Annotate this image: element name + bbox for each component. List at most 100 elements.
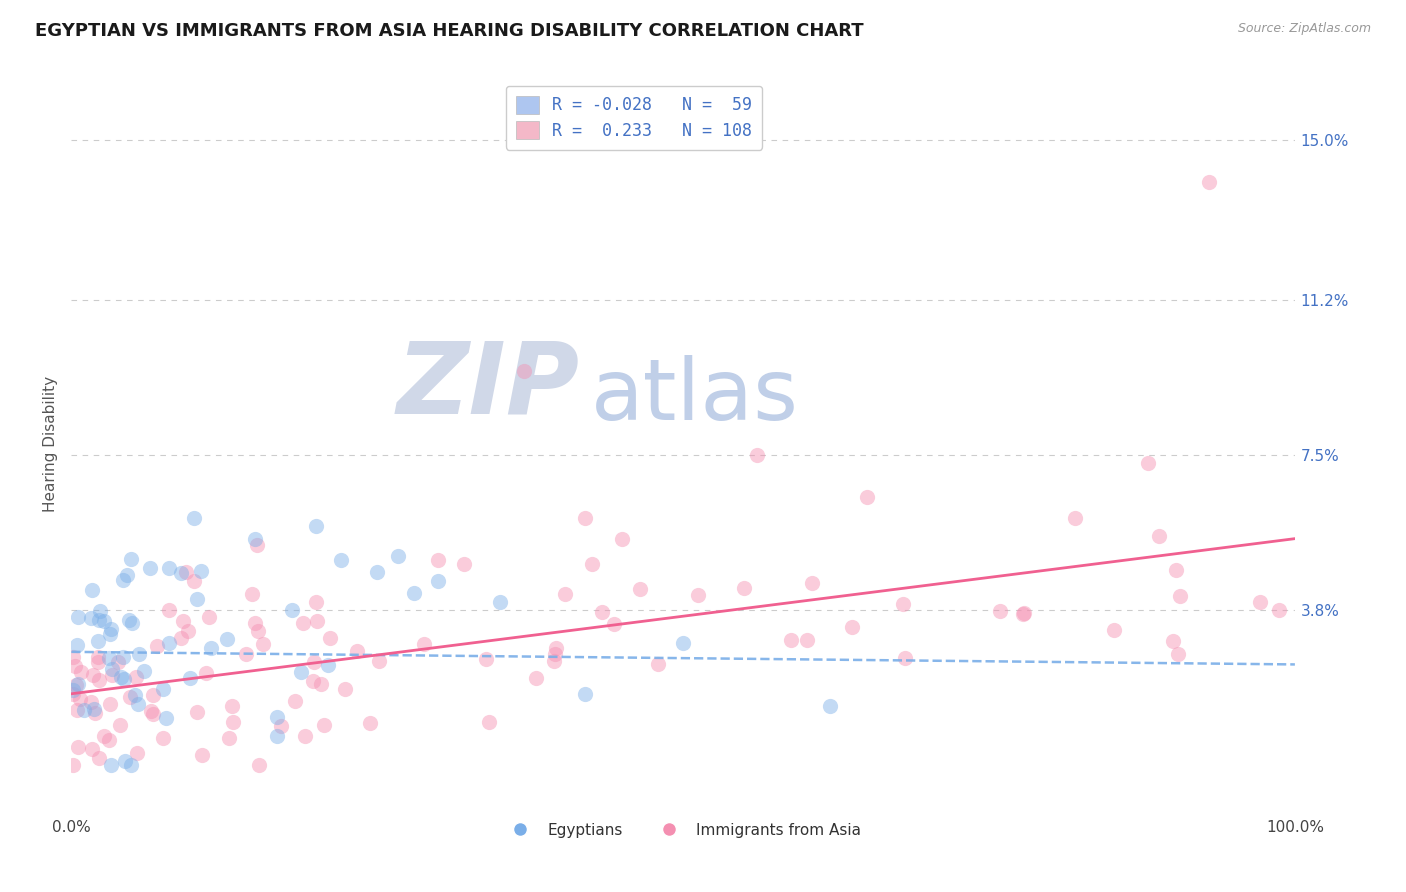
Point [221, 714, 243, 729]
Point [1147, 529, 1170, 543]
Point [284, 694, 307, 708]
Point [111, 649, 134, 664]
Point [89, 604, 111, 618]
Point [246, 624, 269, 639]
Point [221, 698, 243, 713]
Point [87, 655, 110, 669]
Point [818, 699, 841, 714]
Point [346, 644, 368, 658]
Point [112, 673, 135, 687]
Text: Source: ZipAtlas.com: Source: ZipAtlas.com [1237, 22, 1371, 36]
Point [97, 732, 120, 747]
Point [478, 715, 501, 730]
Point [93, 729, 115, 743]
Point [120, 758, 142, 772]
Point [186, 592, 208, 607]
Point [183, 574, 205, 588]
Point [1137, 456, 1160, 470]
Point [1012, 606, 1035, 620]
Point [172, 614, 194, 628]
Point [243, 615, 266, 630]
Point [294, 729, 316, 743]
Point [100, 622, 122, 636]
Point [1198, 175, 1220, 189]
Point [62, 687, 84, 701]
Point [1168, 589, 1191, 603]
Point [475, 651, 498, 665]
Point [84, 706, 107, 721]
Point [246, 538, 269, 552]
Point [733, 582, 755, 596]
Point [62, 650, 84, 665]
Point [128, 647, 150, 661]
Point [107, 655, 129, 669]
Point [427, 552, 450, 566]
Point [544, 647, 567, 661]
Point [647, 657, 669, 671]
Point [70, 665, 93, 680]
Point [194, 665, 217, 680]
Point [87, 650, 110, 665]
Point [183, 510, 205, 524]
Text: atlas: atlas [592, 355, 800, 438]
Point [801, 576, 824, 591]
Point [1012, 607, 1035, 621]
Point [120, 552, 142, 566]
Y-axis label: Hearing Disability: Hearing Disability [44, 376, 58, 512]
Point [554, 587, 576, 601]
Point [270, 718, 292, 732]
Point [197, 610, 219, 624]
Point [686, 588, 709, 602]
Point [513, 364, 536, 378]
Point [335, 682, 357, 697]
Point [69, 692, 91, 706]
Point [186, 705, 208, 719]
Point [780, 632, 803, 647]
Point [121, 615, 143, 630]
Point [157, 603, 180, 617]
Point [72, 703, 94, 717]
Point [98, 697, 121, 711]
Point [139, 561, 162, 575]
Point [610, 532, 633, 546]
Point [1267, 603, 1289, 617]
Point [1063, 510, 1085, 524]
Point [524, 671, 547, 685]
Point [894, 650, 917, 665]
Point [110, 670, 132, 684]
Point [243, 532, 266, 546]
Point [65, 678, 87, 692]
Point [124, 688, 146, 702]
Point [247, 758, 270, 772]
Point [111, 573, 134, 587]
Point [307, 614, 329, 628]
Point [200, 641, 222, 656]
Point [82, 741, 104, 756]
Point [329, 552, 352, 566]
Point [67, 677, 90, 691]
Point [235, 647, 257, 661]
Point [127, 698, 149, 712]
Point [796, 633, 818, 648]
Point [302, 655, 325, 669]
Point [488, 594, 510, 608]
Point [316, 657, 339, 672]
Point [142, 707, 165, 722]
Point [101, 662, 124, 676]
Point [1161, 633, 1184, 648]
Point [266, 710, 288, 724]
Point [574, 510, 596, 524]
Point [217, 632, 239, 646]
Point [179, 671, 201, 685]
Point [134, 664, 156, 678]
Point [87, 634, 110, 648]
Point [319, 631, 342, 645]
Point [191, 748, 214, 763]
Point [745, 448, 768, 462]
Point [87, 673, 110, 687]
Point [170, 566, 193, 580]
Point [82, 667, 104, 681]
Point [591, 605, 613, 619]
Point [359, 715, 381, 730]
Point [891, 597, 914, 611]
